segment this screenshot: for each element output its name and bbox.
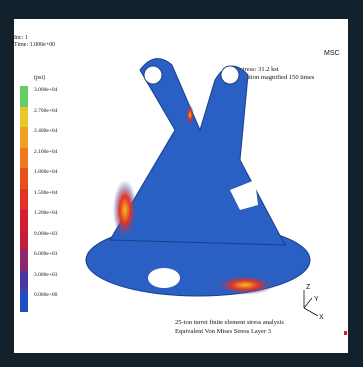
caption: 25-ton turret finite element stress anal…: [175, 318, 284, 336]
axis-lines: [303, 290, 319, 317]
turret-fem-model: [85, 58, 311, 297]
color-legend: 3.000e+04 2.700e+04 2.400e+04 2.100e+04 1.80…: [20, 86, 57, 312]
legend-swatch: [20, 229, 28, 250]
legend-label: 2.700e+04: [34, 107, 58, 114]
legend-label: 9.000e+03: [34, 230, 58, 237]
legend-label: 3.000e+03: [34, 271, 58, 278]
legend-label: 2.100e+04: [34, 148, 58, 155]
legend-label: 3.000e+04: [34, 87, 58, 93]
axis-y-label: Y: [314, 296, 319, 303]
peak-stress-text: Peak stress: 31.2 ksi: [226, 66, 279, 73]
legend-label: 1.500e+04: [34, 189, 58, 196]
increment-info: Inc: 1 Time: 1.000e+00: [14, 35, 55, 49]
legend-label: 0.000e+00: [34, 292, 58, 298]
legend-swatch: [20, 147, 28, 168]
lug-hole-left: [143, 65, 163, 85]
stress-hotspot-left: [113, 180, 137, 240]
legend-label: 1.200e+04: [34, 210, 58, 216]
legend-unit: (psi): [34, 75, 45, 81]
msc-logo: MSC: [324, 50, 340, 57]
legend-swatch: [20, 291, 28, 312]
lug-hole-right: [220, 65, 240, 85]
logo-text: MSC: [324, 50, 340, 57]
base-hole: [148, 268, 180, 288]
legend-swatch: [20, 168, 28, 189]
legend-swatch: [20, 209, 28, 230]
body-cutout: [230, 180, 258, 210]
axis-x-label: X: [319, 314, 324, 321]
inc-label: Inc: 1: [14, 35, 28, 41]
time-label: Time: 1.000e+00: [14, 42, 56, 48]
legend-swatch: [20, 270, 28, 291]
legend-swatch: [20, 106, 28, 127]
stress-hotspot-base: [215, 275, 275, 295]
legend-swatch: [20, 86, 28, 107]
legend-swatch: [20, 188, 28, 209]
axis-triad: Z Y X: [292, 284, 324, 325]
caption-line-1: 25-ton turret finite element stress anal…: [175, 319, 284, 326]
deformation-text: Deformation magnified 150 times: [226, 73, 315, 81]
peak-annotation: Peak stress: 31.2 ksi Deformation magnif…: [226, 66, 314, 81]
red-marker: [344, 331, 347, 335]
legend-label: 6.000e+03: [34, 251, 58, 257]
stress-hotspot-lug: [186, 105, 194, 125]
legend-label: 1.800e+04: [34, 169, 58, 175]
axis-z-label: Z: [306, 284, 311, 291]
legend-label: 2.400e+04: [34, 128, 58, 134]
legend-swatch: [20, 127, 28, 148]
legend-swatch: [20, 250, 28, 271]
caption-line-2: Equivalent Von Mises Stress Layer 3: [175, 328, 271, 335]
